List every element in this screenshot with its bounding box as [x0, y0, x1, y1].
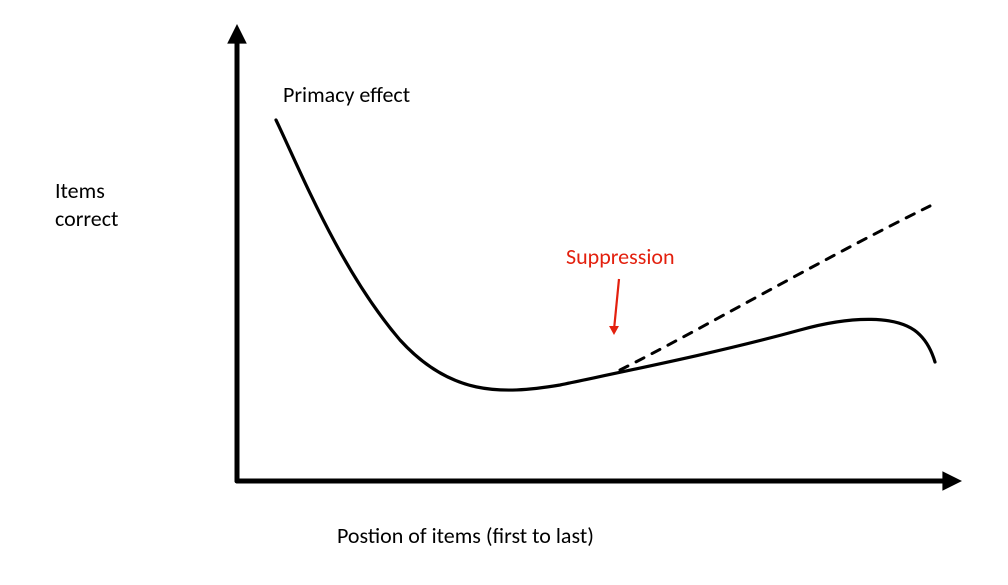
- suppression-label: Suppression: [566, 243, 675, 270]
- x-axis-arrowhead-icon: [942, 471, 962, 491]
- x-axis: [237, 471, 962, 491]
- serial-position-chart: Primacy effect Suppression Items correct…: [0, 0, 1008, 585]
- y-axis-arrowhead-icon: [227, 24, 247, 44]
- y-axis-label-line1: Items: [55, 177, 105, 204]
- y-axis-label-line2: correct: [55, 205, 118, 232]
- suppression-arrow-icon: [609, 279, 619, 335]
- x-axis-label: Postion of items (first to last): [337, 522, 594, 549]
- primacy-effect-label: Primacy effect: [283, 81, 410, 108]
- y-axis: [227, 24, 247, 481]
- recency-dashed-curve: [620, 206, 930, 370]
- suppression-arrow-head: [609, 326, 619, 335]
- suppression-arrow-line: [614, 279, 619, 330]
